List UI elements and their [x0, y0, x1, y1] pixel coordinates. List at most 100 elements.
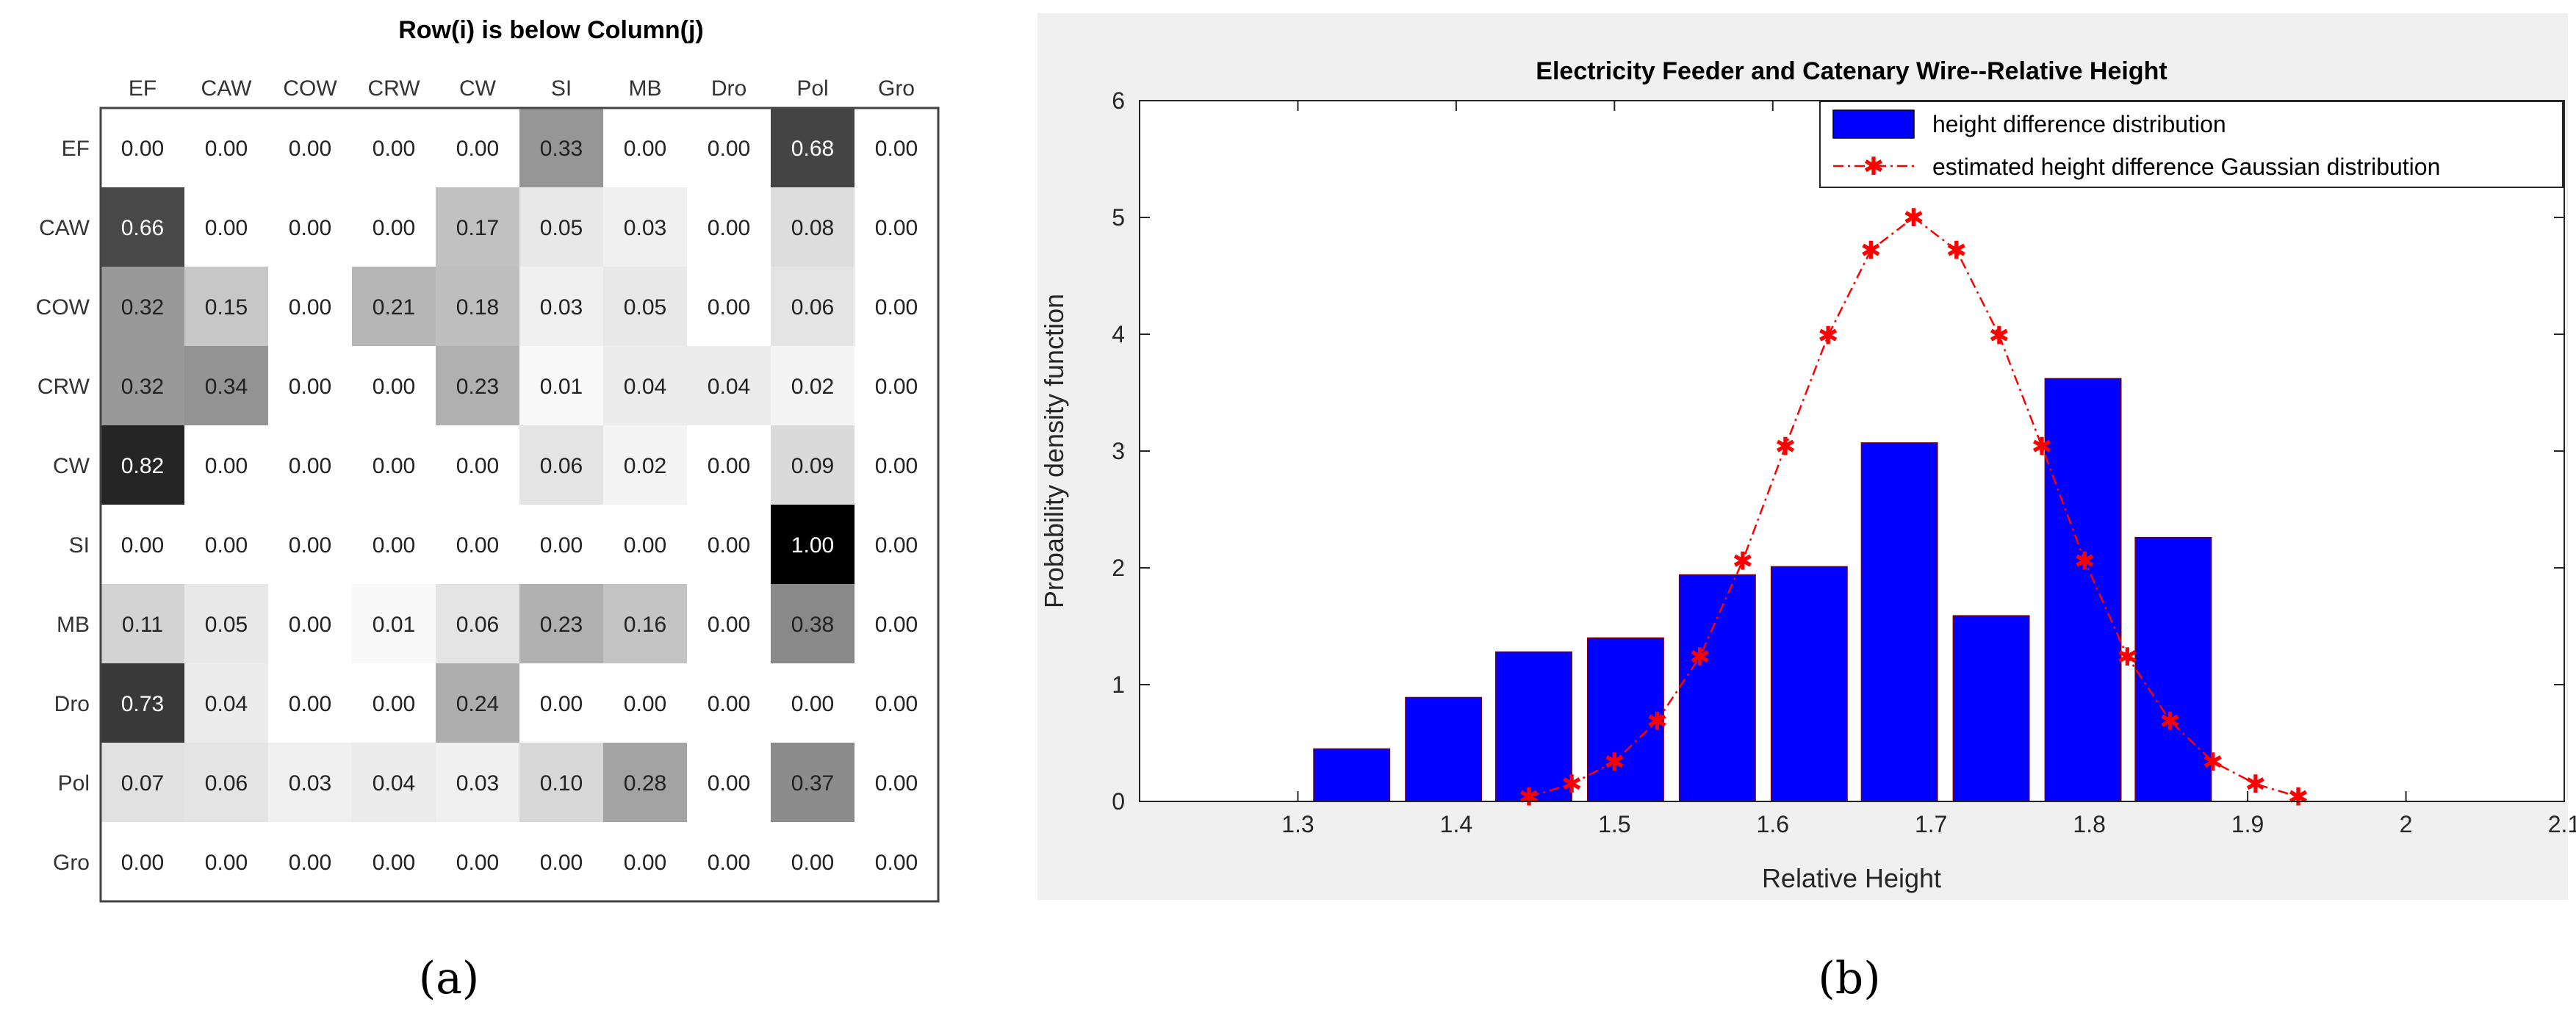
- heatmap-cell: [184, 267, 268, 346]
- heatmap-cell-value: 0.00: [708, 216, 750, 240]
- heatmap-cell: [519, 505, 603, 584]
- heatmap-cell-value: 0.03: [456, 771, 499, 796]
- heatmap-cell-value: 0.00: [708, 533, 750, 558]
- heatmap-cell-value: 1.00: [791, 533, 834, 558]
- heatmap-cell: [771, 346, 855, 425]
- gaussian-line: [1528, 216, 2299, 798]
- heatmap-cell-value: 0.00: [708, 771, 750, 796]
- heatmap-cell: [519, 743, 603, 822]
- heatmap-cell: [352, 822, 436, 901]
- x-axis-ticks: 1.3 1.4 1.5 1.6 1.7 1.8 1.9 2 2.1: [1281, 101, 2576, 837]
- legend-label-gaussian: estimated height difference Gaussian dis…: [1932, 154, 2440, 180]
- heatmap-cell-value: 0.00: [875, 375, 918, 399]
- heatmap-cell: [184, 822, 268, 901]
- heatmap-cell: [268, 267, 352, 346]
- heatmap-cell-value: 0.00: [456, 851, 499, 875]
- heatmap-cell: [771, 584, 855, 663]
- heatmap-cell-value: 0.28: [624, 771, 666, 796]
- heatmap-cell-value: 0.00: [289, 375, 331, 399]
- gaussian-point: ✱: [1733, 547, 1754, 575]
- heatmap-cell-value: 0.00: [289, 692, 331, 716]
- heatmap-col-label: Dro: [711, 76, 746, 101]
- heatmap-col-label: EF: [129, 76, 156, 101]
- heatmap-cell-value: 0.00: [205, 216, 248, 240]
- heatmap-cell-value: 0.00: [875, 533, 918, 558]
- heatmap-cell-value: 0.66: [121, 216, 164, 240]
- heatmap-cell: [184, 108, 268, 187]
- heatmap-cell: [687, 346, 771, 425]
- bar: [1678, 574, 1756, 802]
- legend-box: [1819, 101, 2564, 188]
- heatmap-cell: [687, 108, 771, 187]
- x-tick-label: 1.7: [1915, 811, 1947, 837]
- x-axis-label: Relative Height: [1762, 863, 1941, 893]
- heatmap-row-label: Gro: [53, 851, 90, 875]
- heatmap-cell: [603, 425, 687, 505]
- gaussian-point: ✱: [1989, 322, 2010, 350]
- heatmap-cell-value: 0.00: [875, 851, 918, 875]
- heatmap-cell-value: 0.00: [289, 454, 331, 478]
- heatmap-cell: [603, 505, 687, 584]
- heatmap-cell: [352, 505, 436, 584]
- heatmap-cell-value: 0.00: [708, 851, 750, 875]
- heatmap-cell-value: 0.00: [624, 851, 666, 875]
- heatmap-cell: [771, 425, 855, 505]
- heatmap-cell-value: 0.00: [205, 851, 248, 875]
- heatmap-cell-value: 0.00: [373, 375, 415, 399]
- heatmap-cell-value: 0.18: [456, 295, 499, 320]
- heatmap-cell-value: 0.04: [373, 771, 415, 796]
- heatmap-cell: [855, 187, 938, 267]
- gaussian-point: ✱: [1519, 784, 1540, 812]
- heatmap-row-label: COW: [36, 295, 90, 320]
- heatmap-cell-value: 0.00: [708, 692, 750, 716]
- gaussian-point: ✱: [2245, 771, 2267, 798]
- heatmap-cell-value: 0.06: [205, 771, 248, 796]
- bar: [1405, 696, 1483, 802]
- heatmap-cell-value: 0.21: [373, 295, 415, 320]
- heatmap-cell-value: 0.00: [289, 533, 331, 558]
- heatmap-cell: [855, 584, 938, 663]
- heatmap-cell: [184, 346, 268, 425]
- heatmap-cell-value: 0.00: [289, 295, 331, 320]
- bar: [1770, 566, 1848, 802]
- panel-a-caption: (a): [419, 953, 480, 1004]
- heatmap-cell: [603, 108, 687, 187]
- heatmap-cell-value: 0.06: [791, 295, 834, 320]
- heatmap-cell: [436, 425, 519, 505]
- x-tick-label: 1.8: [2073, 811, 2105, 837]
- heatmap-cell-value: 0.23: [456, 375, 499, 399]
- y-tick-label: 1: [1112, 671, 1125, 698]
- heatmap-cell: [268, 346, 352, 425]
- gaussian-point: ✱: [1860, 237, 1882, 265]
- heatmap-col-label: SI: [551, 76, 572, 101]
- bar: [1313, 748, 1391, 802]
- heatmap-cell-value: 0.00: [205, 454, 248, 478]
- heatmap-cell-value: 0.00: [875, 613, 918, 637]
- heatmap-cell-value: 0.00: [373, 692, 415, 716]
- heatmap-row-label: CRW: [37, 375, 90, 399]
- gaussian-point: ✱: [2159, 707, 2181, 735]
- heatmap-cell-value: 0.04: [624, 375, 666, 399]
- heatmap-cell: [855, 108, 938, 187]
- heatmap-cell: [855, 743, 938, 822]
- heatmap-cell-value: 0.00: [875, 295, 918, 320]
- y-tick-label: 5: [1112, 204, 1125, 231]
- heatmap-cell-value: 0.00: [121, 137, 164, 161]
- heatmap-cell-value: 0.23: [540, 613, 583, 637]
- heatmap-row-label: Dro: [54, 692, 90, 716]
- heatmap-col-label: CRW: [367, 76, 420, 101]
- heatmap-cell: [352, 187, 436, 267]
- heatmap-cell: [603, 187, 687, 267]
- heatmap-cell-value: 0.03: [624, 216, 666, 240]
- x-tick-label: 1.9: [2231, 811, 2264, 837]
- heatmap-col-label: MB: [629, 76, 662, 101]
- heatmap-cell-value: 0.00: [373, 137, 415, 161]
- heatmap-cell-value: 0.00: [875, 771, 918, 796]
- heatmap-cell-value: 0.00: [289, 216, 331, 240]
- heatmap-cell: [184, 743, 268, 822]
- heatmap-cell: [771, 187, 855, 267]
- legend-bar-swatch: [1832, 109, 1915, 139]
- heatmap-cell: [268, 108, 352, 187]
- heatmap-cell: [519, 822, 603, 901]
- heatmap-col-label: Pol: [796, 76, 828, 101]
